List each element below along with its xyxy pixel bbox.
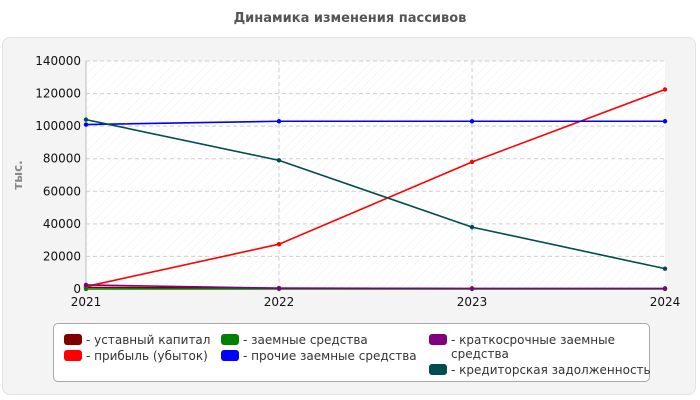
legend-label: - прибыль (убыток) [86,349,208,363]
legend-swatch [221,334,239,345]
data-point [469,119,475,124]
data-point [83,282,89,288]
y-tick-label: 140000 [35,54,81,68]
y-tick-label: 40000 [43,217,81,231]
y-tick-label: 20000 [43,249,81,263]
data-point [662,119,668,124]
legend-swatch [221,350,239,361]
legend-label: - кредиторская задолженность [451,363,651,377]
x-tick-label: 2021 [71,295,102,309]
legend-swatch [64,334,82,345]
x-tick-label: 2022 [264,295,295,309]
legend-label: - краткосрочные заемные средства [451,333,615,361]
x-tick-label: 2023 [457,295,488,309]
legend-swatch [64,350,82,361]
data-point [469,224,475,230]
data-point [662,286,668,291]
y-tick-label: 120000 [35,87,81,101]
data-point [83,117,89,122]
series-line [85,120,665,126]
legend-swatch [429,364,447,375]
chart-title: Динамика изменения пассивов [233,11,467,26]
y-tick-label: 0 [73,282,81,296]
data-point [276,158,282,163]
series-line [85,88,666,288]
data-point [469,159,475,165]
y-tick-label: 100000 [35,119,81,133]
data-point [276,285,282,291]
data-point [662,266,668,271]
plot-area [86,61,665,289]
series-line [85,284,665,290]
y-axis-label: тыс. [11,160,25,189]
chart-legend: - уставный капитал - прибыль (убыток) - за… [53,323,651,382]
y-tick-label: 80000 [43,152,81,166]
data-point [276,242,282,247]
data-point [83,122,89,127]
x-tick-label: 2024 [650,295,681,309]
legend-label: - уставный капитал [86,333,211,347]
data-point [83,286,89,292]
data-point [276,119,282,124]
legend-label: - заемные средства [243,333,368,347]
series-line [85,118,666,270]
legend-label: - прочие заемные средства [243,349,417,363]
data-point [469,286,475,291]
y-tick-label: 60000 [43,184,81,198]
data-point [662,87,668,92]
legend-swatch [429,334,447,345]
